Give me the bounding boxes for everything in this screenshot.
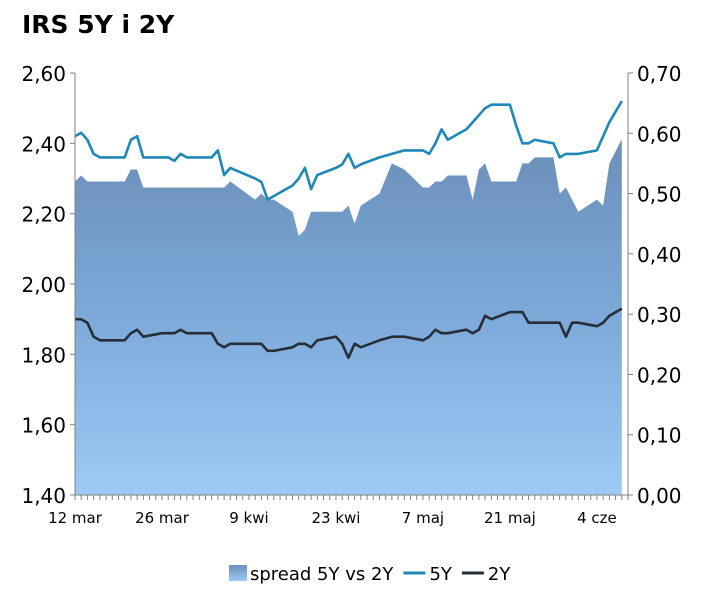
left-tick-label: 2,60 (21, 62, 66, 86)
line-layer (74, 100, 623, 360)
legend-label: 2Y (488, 564, 511, 585)
left-tick-label: 2,40 (21, 132, 66, 156)
x-tick-label: 9 kwi (229, 509, 268, 527)
right-tick-label: 0,50 (637, 183, 682, 207)
spread-area-layer (75, 139, 622, 496)
right-tick-label: 0,70 (637, 62, 682, 86)
series-line-2y (75, 307, 623, 360)
right-tick-label: 0,10 (637, 424, 682, 448)
left-tick-label: 1,60 (21, 414, 66, 438)
x-tick-label: 26 mar (135, 509, 190, 527)
left-tick-label: 2,00 (21, 273, 66, 297)
x-tick-label: 21 maj (484, 509, 536, 527)
x-tick-label: 4 cze (577, 509, 617, 527)
left-tick-label: 1,40 (21, 484, 66, 508)
left-tick-label: 2,20 (21, 203, 66, 227)
legend-label: 5Y (429, 564, 452, 585)
right-tick-label: 0,30 (637, 303, 682, 327)
right-tick-label: 0,40 (637, 243, 682, 267)
legend-swatch-spread (229, 565, 247, 581)
left-tick-label: 1,80 (21, 343, 66, 367)
legend: spread 5Y vs 2Y 5Y 2Y (229, 564, 511, 585)
right-tick-label: 0,00 (637, 484, 682, 508)
right-tick-label: 0,20 (637, 363, 682, 387)
spread-area (75, 139, 622, 496)
legend-label: spread 5Y vs 2Y (250, 564, 394, 585)
chart-title: IRS 5Y i 2Y (22, 10, 175, 39)
x-tick-label: 7 maj (402, 509, 444, 527)
series-line-5y (74, 100, 623, 201)
x-tick-label: 12 mar (48, 509, 103, 527)
axis-layer: 1,40 1,60 1,80 2,00 2,20 2,40 2,60 0,00 0,10 0,20… (21, 62, 681, 527)
x-tick-label: 23 kwi (311, 509, 360, 527)
right-tick-label: 0,60 (637, 122, 682, 146)
